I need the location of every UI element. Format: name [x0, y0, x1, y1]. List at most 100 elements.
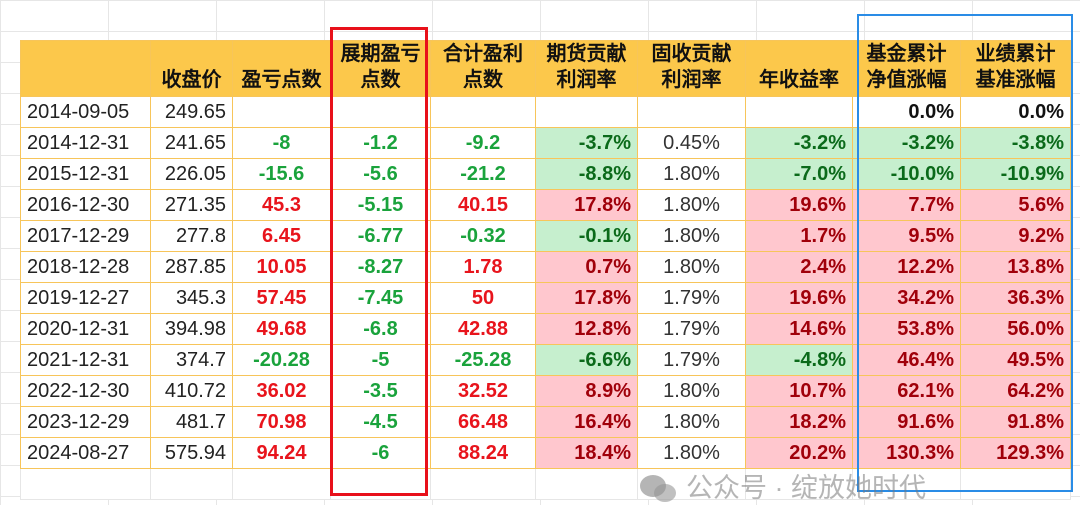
- cell-benchmark-cum[interactable]: 9.2%: [960, 220, 1071, 252]
- cell-pnl-points[interactable]: 70.98: [232, 406, 331, 438]
- cell-benchmark-cum[interactable]: 5.6%: [960, 189, 1071, 221]
- cell-benchmark-cum[interactable]: -3.8%: [960, 127, 1071, 159]
- cell-futures-contrib[interactable]: -8.8%: [535, 158, 638, 190]
- cell-date[interactable]: 2015-12-31: [20, 158, 151, 190]
- cell-total-points[interactable]: 88.24: [430, 437, 536, 469]
- cell-close-price[interactable]: 271.35: [150, 189, 233, 221]
- empty-cell[interactable]: [745, 468, 853, 500]
- cell-total-points[interactable]: -25.28: [430, 344, 536, 376]
- cell-annual-return[interactable]: 18.2%: [745, 406, 853, 438]
- empty-cell[interactable]: [960, 468, 1071, 500]
- cell-fixed-income-contrib[interactable]: [637, 96, 746, 128]
- cell-annual-return[interactable]: 20.2%: [745, 437, 853, 469]
- header-rollover-points[interactable]: 展期盈亏 点数: [330, 40, 431, 97]
- header-benchmark-cum[interactable]: 业绩累计 基准涨幅: [960, 40, 1071, 97]
- empty-cell[interactable]: [430, 468, 536, 500]
- cell-fund-nav-cum[interactable]: 9.5%: [852, 220, 961, 252]
- cell-close-price[interactable]: 374.7: [150, 344, 233, 376]
- header-futures-contrib[interactable]: 期货贡献 利润率: [535, 40, 638, 97]
- cell-pnl-points[interactable]: 10.05: [232, 251, 331, 283]
- cell-fixed-income-contrib[interactable]: 1.80%: [637, 220, 746, 252]
- cell-benchmark-cum[interactable]: 13.8%: [960, 251, 1071, 283]
- cell-pnl-points[interactable]: 45.3: [232, 189, 331, 221]
- cell-date[interactable]: 2024-08-27: [20, 437, 151, 469]
- cell-annual-return[interactable]: 1.7%: [745, 220, 853, 252]
- cell-fund-nav-cum[interactable]: -3.2%: [852, 127, 961, 159]
- cell-pnl-points[interactable]: 49.68: [232, 313, 331, 345]
- header-fixed-income-contrib[interactable]: 固收贡献 利润率: [637, 40, 746, 97]
- cell-total-points[interactable]: -0.32: [430, 220, 536, 252]
- cell-benchmark-cum[interactable]: 91.8%: [960, 406, 1071, 438]
- cell-pnl-points[interactable]: 6.45: [232, 220, 331, 252]
- cell-benchmark-cum[interactable]: 129.3%: [960, 437, 1071, 469]
- cell-fund-nav-cum[interactable]: -10.0%: [852, 158, 961, 190]
- cell-fund-nav-cum[interactable]: 0.0%: [852, 96, 961, 128]
- cell-total-points[interactable]: 50: [430, 282, 536, 314]
- cell-date[interactable]: 2014-12-31: [20, 127, 151, 159]
- cell-annual-return[interactable]: -7.0%: [745, 158, 853, 190]
- cell-rollover-points[interactable]: [330, 96, 431, 128]
- cell-fund-nav-cum[interactable]: 12.2%: [852, 251, 961, 283]
- cell-date[interactable]: 2021-12-31: [20, 344, 151, 376]
- cell-fixed-income-contrib[interactable]: 1.80%: [637, 158, 746, 190]
- cell-date[interactable]: 2017-12-29: [20, 220, 151, 252]
- empty-cell[interactable]: [232, 468, 331, 500]
- cell-annual-return[interactable]: 19.6%: [745, 282, 853, 314]
- cell-futures-contrib[interactable]: 18.4%: [535, 437, 638, 469]
- cell-rollover-points[interactable]: -7.45: [330, 282, 431, 314]
- cell-pnl-points[interactable]: [232, 96, 331, 128]
- cell-pnl-points[interactable]: 94.24: [232, 437, 331, 469]
- cell-futures-contrib[interactable]: 17.8%: [535, 282, 638, 314]
- cell-date[interactable]: 2019-12-27: [20, 282, 151, 314]
- cell-rollover-points[interactable]: -6.77: [330, 220, 431, 252]
- cell-benchmark-cum[interactable]: 64.2%: [960, 375, 1071, 407]
- cell-close-price[interactable]: 481.7: [150, 406, 233, 438]
- cell-rollover-points[interactable]: -6.8: [330, 313, 431, 345]
- cell-futures-contrib[interactable]: -6.6%: [535, 344, 638, 376]
- cell-annual-return[interactable]: [745, 96, 853, 128]
- cell-date[interactable]: 2014-09-05: [20, 96, 151, 128]
- cell-total-points[interactable]: 40.15: [430, 189, 536, 221]
- empty-cell[interactable]: [535, 468, 638, 500]
- cell-futures-contrib[interactable]: 8.9%: [535, 375, 638, 407]
- cell-futures-contrib[interactable]: 17.8%: [535, 189, 638, 221]
- cell-pnl-points[interactable]: 36.02: [232, 375, 331, 407]
- header-pnl-points[interactable]: 盈亏点数: [232, 40, 331, 97]
- cell-close-price[interactable]: 575.94: [150, 437, 233, 469]
- cell-fund-nav-cum[interactable]: 91.6%: [852, 406, 961, 438]
- cell-close-price[interactable]: 345.3: [150, 282, 233, 314]
- cell-fixed-income-contrib[interactable]: 1.80%: [637, 189, 746, 221]
- header-date[interactable]: [20, 40, 151, 97]
- cell-fund-nav-cum[interactable]: 53.8%: [852, 313, 961, 345]
- cell-benchmark-cum[interactable]: 56.0%: [960, 313, 1071, 345]
- cell-fixed-income-contrib[interactable]: 1.80%: [637, 251, 746, 283]
- cell-date[interactable]: 2018-12-28: [20, 251, 151, 283]
- cell-fixed-income-contrib[interactable]: 0.45%: [637, 127, 746, 159]
- cell-rollover-points[interactable]: -4.5: [330, 406, 431, 438]
- cell-total-points[interactable]: 32.52: [430, 375, 536, 407]
- cell-close-price[interactable]: 226.05: [150, 158, 233, 190]
- cell-annual-return[interactable]: 10.7%: [745, 375, 853, 407]
- header-total-points[interactable]: 合计盈利 点数: [430, 40, 536, 97]
- cell-total-points[interactable]: -9.2: [430, 127, 536, 159]
- cell-fund-nav-cum[interactable]: 46.4%: [852, 344, 961, 376]
- cell-close-price[interactable]: 410.72: [150, 375, 233, 407]
- header-close-price[interactable]: 收盘价: [150, 40, 233, 97]
- cell-total-points[interactable]: 42.88: [430, 313, 536, 345]
- cell-futures-contrib[interactable]: 16.4%: [535, 406, 638, 438]
- cell-close-price[interactable]: 394.98: [150, 313, 233, 345]
- cell-annual-return[interactable]: 19.6%: [745, 189, 853, 221]
- cell-fixed-income-contrib[interactable]: 1.80%: [637, 375, 746, 407]
- cell-total-points[interactable]: -21.2: [430, 158, 536, 190]
- cell-fixed-income-contrib[interactable]: 1.80%: [637, 437, 746, 469]
- cell-benchmark-cum[interactable]: 0.0%: [960, 96, 1071, 128]
- cell-rollover-points[interactable]: -5.6: [330, 158, 431, 190]
- cell-pnl-points[interactable]: 57.45: [232, 282, 331, 314]
- cell-futures-contrib[interactable]: 0.7%: [535, 251, 638, 283]
- cell-fixed-income-contrib[interactable]: 1.80%: [637, 406, 746, 438]
- cell-fixed-income-contrib[interactable]: 1.79%: [637, 282, 746, 314]
- cell-pnl-points[interactable]: -15.6: [232, 158, 331, 190]
- cell-date[interactable]: 2022-12-30: [20, 375, 151, 407]
- cell-annual-return[interactable]: -4.8%: [745, 344, 853, 376]
- cell-rollover-points[interactable]: -1.2: [330, 127, 431, 159]
